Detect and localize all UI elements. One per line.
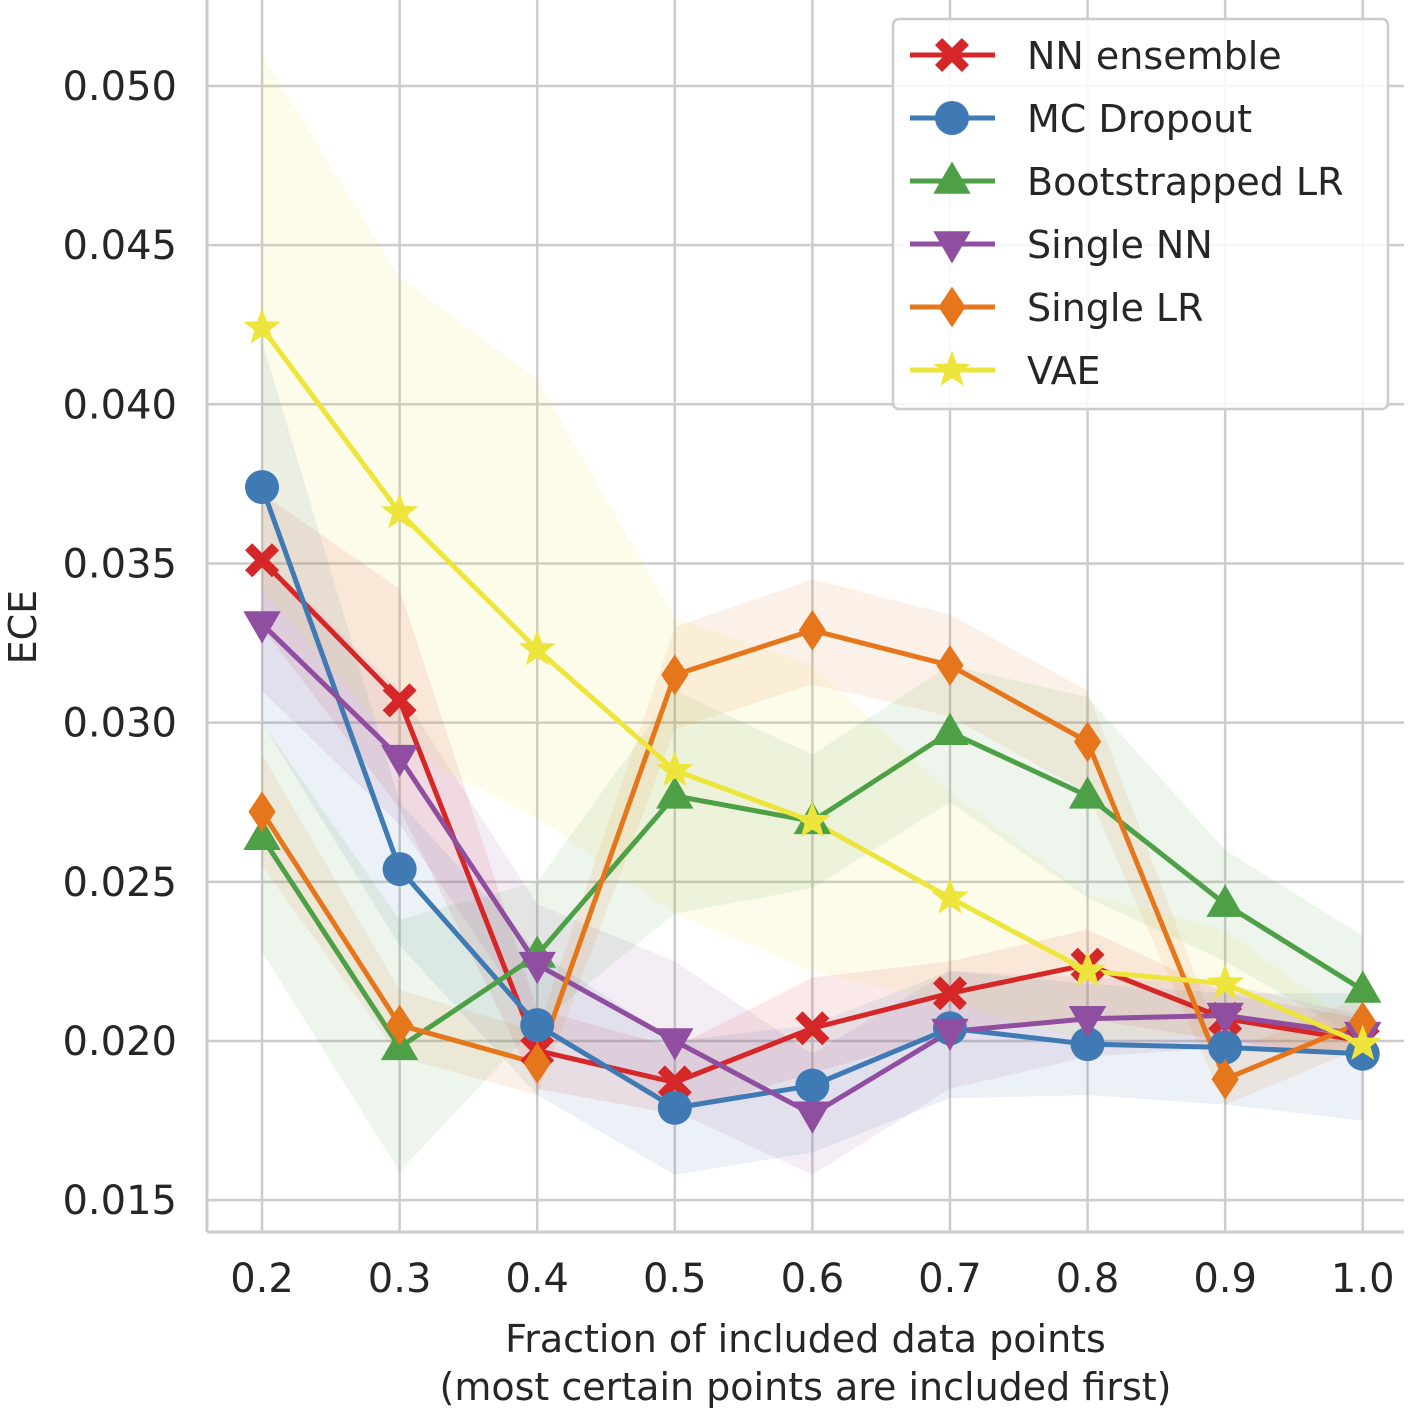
bootstrapped-lr-point [1068, 776, 1107, 809]
y-tick-label: 0.030 [62, 701, 177, 747]
legend-marker [933, 231, 971, 264]
legend-label: MC Dropout [1027, 97, 1252, 141]
bootstrapped-lr-point [1344, 970, 1382, 1003]
y-tick-label: 0.015 [62, 1178, 177, 1224]
legend-marker [933, 161, 971, 194]
axes: 0.2 0.3 0.4 0.5 0.6 0.7 0.8 0.9 1.0 0.015 0.020 0.0… [62, 0, 1404, 1302]
nn-ensemble-point [657, 1065, 692, 1100]
single-nn-point [243, 611, 281, 644]
legend-item: Single NN [910, 223, 1213, 267]
single-lr-point [798, 609, 826, 651]
legend-label: Bootstrapped LR [1027, 160, 1343, 204]
single-lr-band [262, 579, 1363, 1105]
bootstrapped-lr-point [931, 712, 969, 745]
x-tick-label: 0.6 [781, 1256, 845, 1302]
legend-marker [935, 38, 969, 72]
vae-point [1344, 1024, 1382, 1060]
x-axis-title: Fraction of included data points [505, 1317, 1106, 1361]
vae-point [793, 801, 831, 838]
legend-item: VAE [910, 349, 1101, 393]
x-tick-label: 0.2 [230, 1256, 294, 1302]
y-tick-label: 0.035 [62, 541, 177, 587]
single-lr-point [661, 654, 689, 696]
x-tick-label: 0.4 [505, 1256, 569, 1302]
single-lr-point [386, 1004, 414, 1046]
mc-dropout-point [1208, 1030, 1243, 1065]
nn-ensemble-point [795, 1011, 830, 1046]
legend-item: Single LR [910, 286, 1203, 330]
mc-dropout-point [520, 1008, 555, 1043]
single-lr-point [936, 644, 964, 686]
x-tick-label: 0.8 [1056, 1256, 1120, 1302]
vae-point [1206, 964, 1244, 1000]
legend-label: NN ensemble [1027, 34, 1282, 78]
single-nn-point [1206, 1002, 1244, 1036]
single-nn-point [380, 744, 419, 778]
y-axis-title: ECE [1, 590, 45, 665]
x-tick-label: 0.5 [643, 1256, 707, 1302]
y-tick-label: 0.025 [62, 860, 177, 906]
bootstrapped-lr-point [243, 817, 281, 851]
mc-dropout-point [657, 1090, 692, 1125]
single-nn-point [518, 951, 556, 985]
legend-label: VAE [1027, 349, 1101, 393]
legend-marker [935, 101, 969, 135]
vae-band [262, 54, 1363, 1057]
nn-ensemble-point [932, 976, 967, 1011]
x-axis-title-line2: (most certain points are included first) [440, 1365, 1172, 1409]
single-nn-point [1068, 1005, 1107, 1039]
x-tick-label: 0.3 [368, 1256, 432, 1302]
vae-point [243, 308, 281, 344]
nn-ensemble-point [382, 683, 417, 718]
vae-point [931, 878, 969, 914]
legend-item: Bootstrapped LR [910, 160, 1343, 204]
single-lr-point [248, 791, 276, 833]
bootstrapped-lr-point [1206, 884, 1244, 917]
y-tick-label: 0.050 [62, 64, 177, 110]
y-tick-label: 0.045 [62, 223, 177, 269]
nn-ensemble-point [245, 543, 280, 578]
x-tick-label: 1.0 [1331, 1256, 1395, 1302]
single-nn-point [656, 1028, 694, 1061]
vae-point [381, 492, 419, 529]
legend: NN ensemble MC Dropout Bootstrapped LR Sing… [891, 17, 1390, 411]
vae-point [656, 750, 694, 787]
y-tick-label: 0.040 [62, 382, 177, 428]
single-nn-point [931, 1018, 969, 1051]
legend-marker [933, 350, 971, 386]
mc-dropout-point [382, 852, 417, 887]
mc-dropout-point [1070, 1027, 1105, 1062]
vae-point [1068, 951, 1107, 987]
mc-dropout-point [795, 1068, 830, 1103]
single-nn-point [793, 1101, 832, 1134]
legend-label: Single NN [1027, 223, 1213, 267]
legend-marker [938, 286, 966, 328]
y-tick-label: 0.020 [62, 1019, 177, 1065]
legend-item: MC Dropout [910, 97, 1252, 141]
x-tick-label: 0.7 [918, 1256, 982, 1302]
bootstrapped-lr-point [656, 776, 694, 809]
legend-item: NN ensemble [910, 34, 1282, 78]
legend-label: Single LR [1027, 286, 1203, 330]
vae-point [518, 629, 556, 666]
x-tick-label: 0.9 [1193, 1256, 1257, 1302]
mc-dropout-point [245, 470, 280, 505]
legend-frame [891, 17, 1390, 411]
